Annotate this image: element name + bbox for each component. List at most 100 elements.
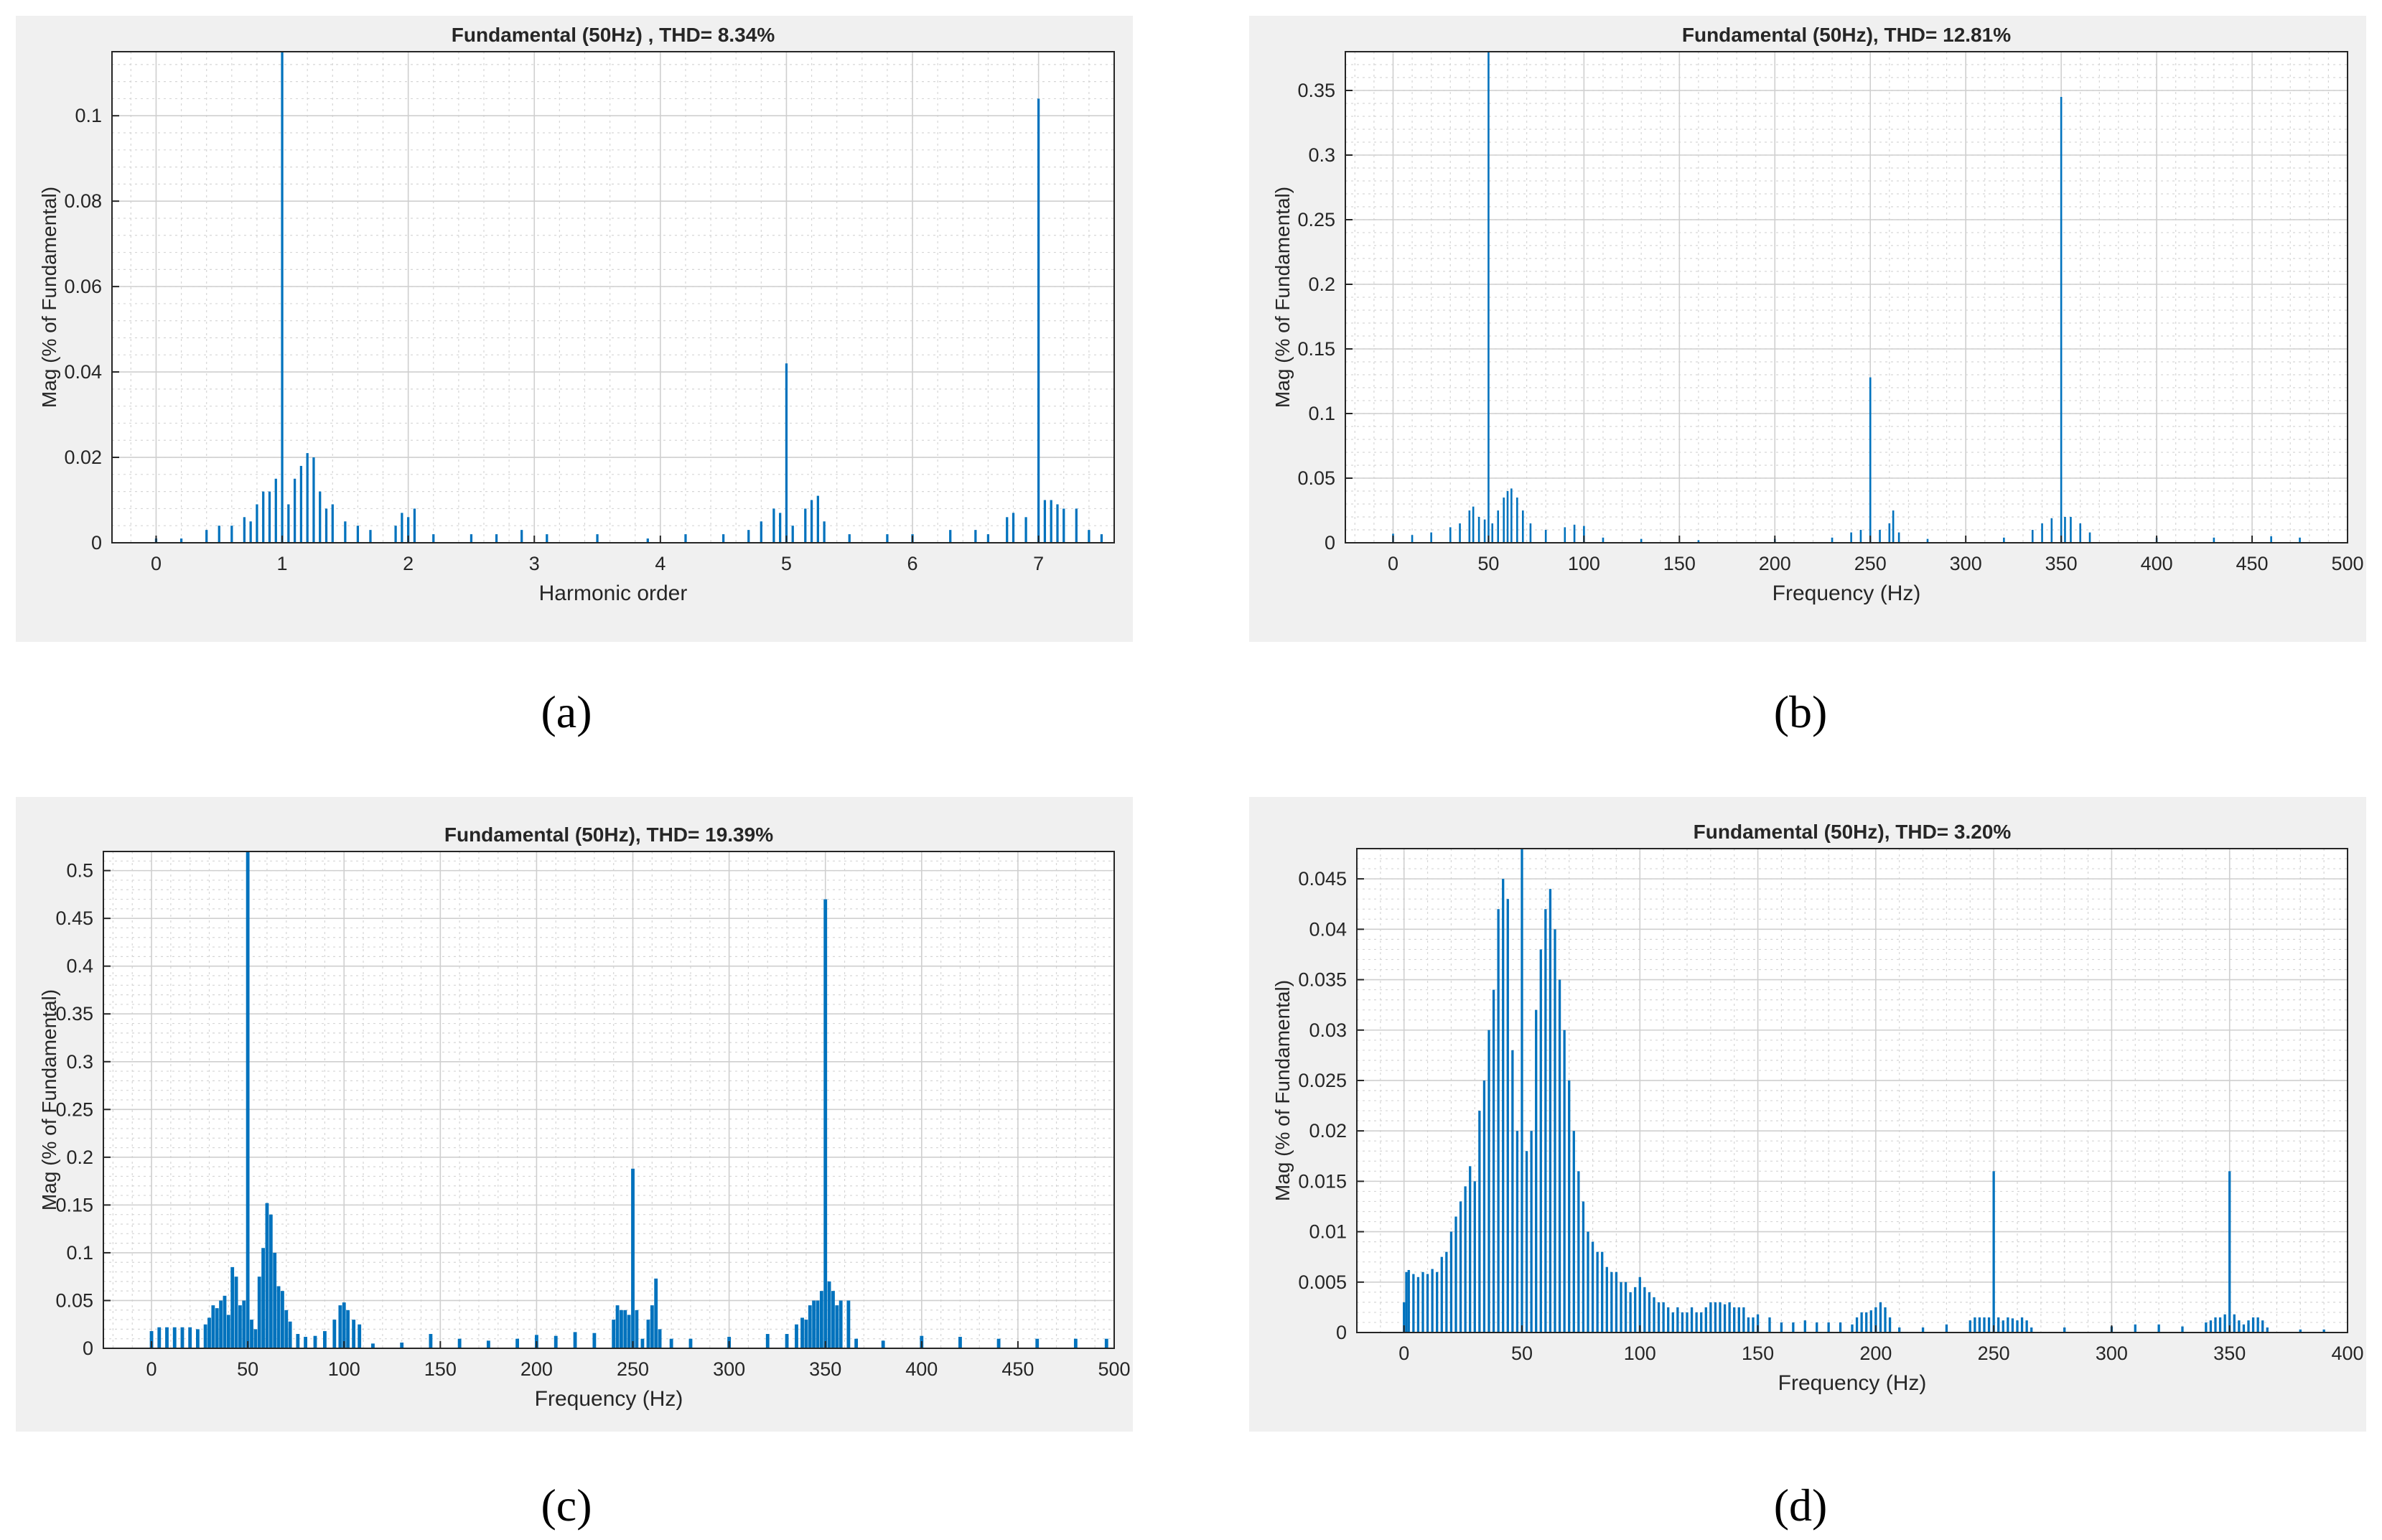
bar [1888,1317,1892,1333]
bar [1502,879,1505,1333]
bar [486,1340,490,1348]
bar [1568,1080,1571,1333]
spectrum-chart-d: 0 50 100 150 200 250 300 350 400 0 0.005 0.01 0.015 0… [1271,821,2364,1395]
axes-box [1345,51,2348,543]
bar [1506,899,1509,1333]
y-tick-label: 0.5 [66,860,93,882]
bar [1591,1241,1594,1333]
bar [1997,1317,2000,1333]
bar [342,1302,346,1348]
x-axis-label: Frequency (Hz) [1773,582,1921,605]
bar [515,1338,520,1348]
bar [1667,1307,1670,1333]
bar [2266,1327,2269,1333]
bar [823,521,826,543]
chart-title: Fundamental (50Hz), THD= 3.20% [1694,821,2012,843]
y-tick-label: 0.35 [55,1003,93,1025]
bar [2299,1329,2302,1333]
spectrum-panel-c: 0 50 100 150 200 250 300 350 400 450 500 0 0.05 0.1 0.… [16,797,1133,1432]
bar [958,1337,962,1348]
bar [457,1338,462,1348]
bar [1733,1307,1736,1333]
bar [2209,1320,2213,1333]
bar [1709,1302,1712,1333]
bar [234,1277,238,1348]
bar [2157,1324,2160,1333]
bar [268,491,271,543]
bar [1430,532,1432,543]
tick-labels: 0 50 100 150 200 250 300 350 400 0 0.005 0.01 0.015 0… [1298,868,2363,1364]
bar [2256,1317,2259,1333]
bar [810,500,813,543]
y-tick-label: 0.025 [1298,1070,1347,1091]
bar [211,1305,215,1348]
bar [1549,889,1552,1333]
spectrum-panel-b: 0 50 100 150 200 250 300 350 400 450 500 0 0.05 0.1 0.… [1249,16,2366,642]
y-tick-label: 0.3 [1308,144,1335,166]
bar [592,1333,597,1348]
y-tick-label: 0.015 [1298,1170,1347,1192]
bar [413,508,416,543]
bar [1987,1317,1991,1333]
bar [2050,518,2053,543]
bar [371,1343,375,1348]
y-tick-label: 0.02 [64,447,102,468]
bar [795,1324,798,1348]
bar [1572,1131,1575,1333]
bar [2322,1329,2325,1333]
bar [1075,508,1078,543]
bar [218,526,220,543]
bar [1515,1131,1519,1333]
bar [1605,1266,1608,1333]
bar [1510,488,1513,543]
x-tick-label: 100 [328,1358,360,1380]
bar [273,1252,277,1348]
bar [293,478,296,543]
bar [230,1266,235,1348]
x-tick-label: 300 [1950,553,1982,574]
bar [1869,377,1872,543]
x-tick-label: 100 [1624,1343,1656,1364]
plot-area [112,52,1114,543]
bar [881,1340,885,1348]
bar [1634,1287,1637,1333]
bar [747,530,750,543]
bar [2020,1317,2024,1333]
y-tick-label: 0.35 [1297,80,1335,101]
bar [2025,1320,2028,1333]
bar [1482,1080,1486,1333]
bar [1719,1302,1722,1333]
bar [394,526,397,543]
bar [205,530,208,543]
spectrum-panel-a: 0 1 2 3 4 5 6 7 0 0.02 0.04 0.06 0.08 0.1 Fundamental … [16,16,1133,642]
bar [808,1305,812,1348]
bar [1421,1271,1424,1333]
y-tick-label: 0.15 [55,1194,93,1215]
bar [1662,1302,1665,1333]
subfigure-label-b: (b) [1773,686,1828,737]
bar [250,1320,253,1348]
bar [785,363,788,543]
bar [2079,523,2082,543]
y-axis-label: Mag (% of Fundamental) [38,989,60,1210]
spectrum-chart-a: 0 1 2 3 4 5 6 7 0 0.02 0.04 0.06 0.08 0.1 Fundamental … [38,24,1115,605]
x-tick-label: 2 [403,553,414,574]
bar [304,1337,308,1348]
bar [2228,1171,2231,1333]
bar [546,534,548,543]
bar [646,538,649,543]
y-tick-label: 0.04 [1309,918,1347,940]
bar [1516,498,1518,543]
x-axis-label: Frequency (Hz) [1778,1371,1927,1395]
y-tick-label: 0 [1336,1322,1347,1343]
bar [2003,537,2005,543]
bar [1459,523,1461,543]
bar [2088,532,2091,543]
bar [785,1334,789,1348]
bar [1926,538,1929,543]
x-axis-label: Frequency (Hz) [535,1387,683,1411]
x-tick-label: 4 [655,553,665,574]
bar [2242,1324,2246,1333]
bar [1525,1151,1528,1333]
bar [1827,1322,1830,1333]
